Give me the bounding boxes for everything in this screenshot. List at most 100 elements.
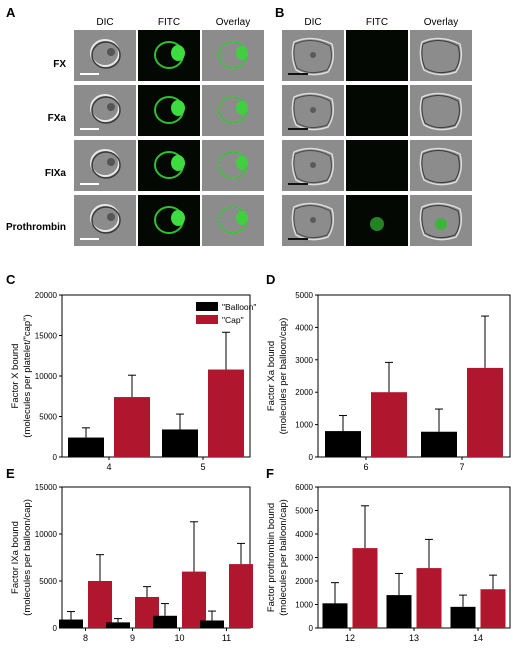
- panel-b-fitc-tile-2: [346, 85, 408, 136]
- chart-e-xtick-label-9: 9: [130, 633, 135, 643]
- panel-b-dic-tile-2: [282, 85, 344, 136]
- chart-c-ylabel-line1: Factor X bound: [10, 344, 21, 409]
- chart-d-bar-cap-7: [467, 367, 503, 457]
- chart-c-bar-balloon-4: [68, 437, 104, 457]
- chart-e-bar-balloon-8: [59, 619, 83, 628]
- panel-label-e: E: [6, 466, 15, 481]
- chart-c-bar-cap-4: [114, 397, 150, 457]
- chart-f-xtick-label-14: 14: [473, 633, 483, 643]
- chart-e-bar-cap-8: [88, 581, 112, 628]
- panel-a-dic-tile-1: [74, 30, 136, 81]
- chart-c-ytick-label-1: 5000: [39, 413, 57, 422]
- chart-d-ytick-label-2: 2000: [295, 388, 313, 397]
- chart-e-ylabel-line1: Factor IXa bound: [10, 521, 21, 594]
- panel-a-column-fitc: FITC: [157, 17, 181, 28]
- chart-f-bar-balloon-13: [386, 595, 412, 628]
- panel-a-overlay-tile-3: [202, 140, 264, 191]
- chart-f-ylabel-line1: Factor prothrombin bound: [266, 503, 277, 612]
- panel-a-fitc-tile-1: [138, 30, 200, 81]
- chart-e-bar-cap-10: [182, 571, 206, 628]
- chart-e-frame: [61, 486, 251, 629]
- chart-f-ytick-label-4: 4000: [295, 530, 313, 539]
- chart-c-legend-swatch-cap: [196, 315, 218, 324]
- chart-c-xtick-label-4: 4: [106, 462, 111, 472]
- panel-b-fitc-tile-1: [346, 30, 408, 81]
- chart-e-ytick-label-3: 15000: [35, 483, 58, 492]
- panel-a-column-overlay: Overlay: [215, 17, 251, 28]
- panel-a-overlay-tile-2: [202, 85, 264, 136]
- chart-d-ylabel-line1: Factor Xa bound: [266, 341, 277, 411]
- chart-e-bar-balloon-11: [200, 620, 224, 628]
- panel-label-c: C: [6, 272, 16, 287]
- chart-f-ytick-label-2: 2000: [295, 577, 313, 586]
- panel-b-overlay-tile-1: [410, 30, 472, 81]
- chart-d-ytick-label-0: 0: [309, 453, 314, 462]
- chart-c-xtick-label-5: 5: [200, 462, 205, 472]
- chart-f-ytick-label-5: 5000: [295, 507, 313, 516]
- chart-d-xtick-label-7: 7: [459, 462, 464, 472]
- chart-f-ytick-label-0: 0: [309, 624, 314, 633]
- chart-e-bar-balloon-10: [153, 615, 177, 628]
- chart-e-ytick-label-0: 0: [53, 624, 58, 633]
- panel-b-dic-tile-3: [282, 140, 344, 191]
- panel-b-overlay-tile-4: [410, 195, 472, 246]
- chart-c-bar-cap-5: [208, 369, 244, 457]
- chart-d-ytick-label-4: 4000: [295, 323, 313, 332]
- chart-f-bar-balloon-14: [450, 606, 476, 628]
- panel-b-column-overlay: Overlay: [423, 17, 459, 28]
- panel-b-overlay-tile-3: [410, 140, 472, 191]
- panel-label-d: D: [266, 272, 276, 287]
- panel-label-b: B: [275, 5, 285, 20]
- chart-e-bar-balloon-9: [106, 622, 130, 628]
- chart-f-bar-cap-13: [416, 568, 442, 628]
- panel-a-overlay-tile-4: [202, 195, 264, 246]
- chart-f-xtick-label-13: 13: [409, 633, 419, 643]
- panel-b-fitc-tile-3: [346, 140, 408, 191]
- panel-b-column-dic: DIC: [304, 17, 322, 28]
- panel-a-fitc-tile-4: [138, 195, 200, 246]
- chart-e-xtick-label-11: 11: [222, 633, 231, 643]
- chart-c-legend-label-balloon: "Balloon": [222, 302, 256, 312]
- chart-d-ytick-label-5: 5000: [295, 291, 313, 300]
- chart-e-ytick-label-2: 10000: [35, 530, 58, 539]
- chart-d-ytick-label-1: 1000: [295, 421, 313, 430]
- panel-a-fitc-tile-3: [138, 140, 200, 191]
- chart-c-ytick-label-3: 15000: [35, 332, 58, 341]
- chart-d-bar-balloon-6: [325, 431, 361, 457]
- panel-b-dic-tile-4: [282, 195, 344, 246]
- chart-e-ytick-label-1: 5000: [39, 577, 57, 586]
- chart-d-ytick-label-3: 3000: [295, 356, 313, 365]
- chart-c-ylabel-line2: (molecules per platelet/"cap"): [22, 314, 33, 437]
- chart-f-ytick-label-3: 3000: [295, 554, 313, 563]
- panel-a-row-prothrombin: Prothrombin: [6, 222, 66, 233]
- chart-d-bar-balloon-7: [421, 431, 457, 457]
- chart-d-bar-cap-6: [371, 392, 407, 457]
- chart-f-xtick-label-12: 12: [345, 633, 355, 643]
- chart-c-ytick-label-2: 10000: [35, 372, 58, 381]
- chart-c-ytick-label-4: 20000: [35, 291, 58, 300]
- chart-e-bar-cap-9: [135, 596, 159, 628]
- panel-a-row-fxa: FXa: [47, 113, 66, 124]
- chart-f-frame: [317, 486, 511, 629]
- panel-a-dic-tile-4: [74, 195, 136, 246]
- panel-label-f: F: [266, 466, 274, 481]
- chart-e-ylabel-line2: (molecules per balloon/cap): [22, 499, 33, 616]
- panel-a-row-fixa: FIXa: [44, 168, 66, 179]
- chart-e-bar-cap-11: [229, 564, 253, 628]
- chart-c-ytick-label-0: 0: [53, 453, 58, 462]
- panel-a-row-fx: FX: [53, 59, 66, 70]
- chart-c-frame: [61, 294, 251, 458]
- panel-a-column-dic: DIC: [96, 17, 114, 28]
- panel-a-fitc-tile-2: [138, 85, 200, 136]
- chart-d-ylabel-line2: (molecules per balloon/cap): [278, 318, 289, 435]
- panel-label-a: A: [6, 5, 16, 20]
- chart-d-xtick-label-6: 6: [363, 462, 368, 472]
- chart-c-bar-balloon-5: [162, 429, 198, 457]
- panel-b-fitc-tile-4: [346, 195, 408, 246]
- chart-f-ylabel-line2: (molecules per balloon/cap): [278, 499, 289, 616]
- panel-b-dic-tile-1: [282, 30, 344, 81]
- chart-d-frame: [317, 294, 511, 458]
- panel-a-overlay-tile-1: [202, 30, 264, 81]
- chart-f-bar-cap-14: [480, 589, 506, 628]
- panel-b-column-fitc: FITC: [365, 17, 389, 28]
